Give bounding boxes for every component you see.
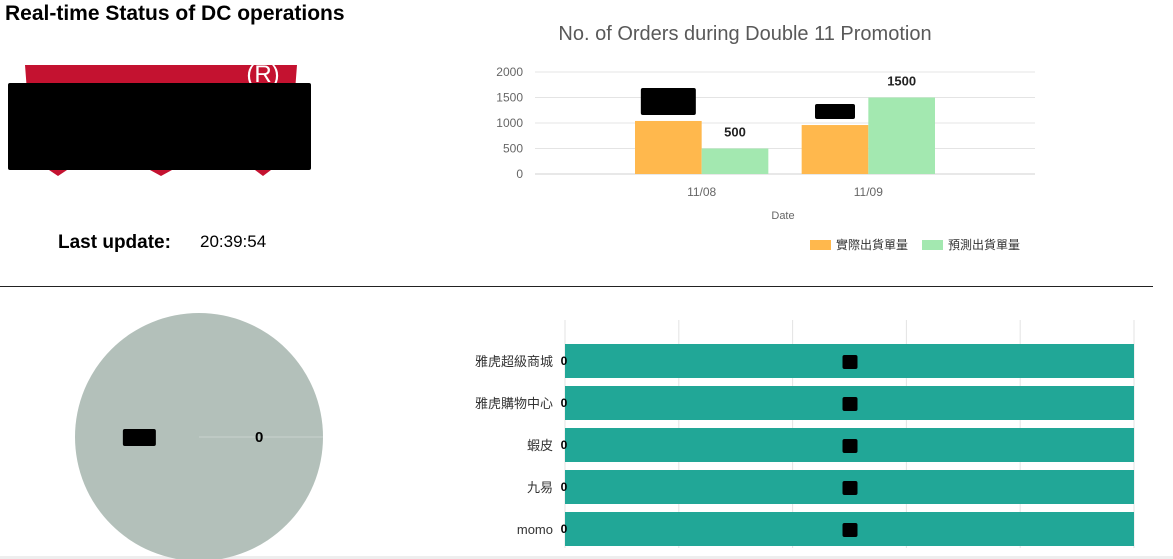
legend-swatch (810, 240, 831, 250)
redacted-bar-label (842, 439, 858, 453)
chart-title: No. of Orders during Double 11 Promotion (558, 23, 931, 45)
y-tick-label: 2000 (496, 65, 523, 79)
redacted-slice-label (122, 429, 156, 446)
y-tick-label: 0 (516, 167, 523, 181)
y-tick-label: 500 (503, 142, 523, 156)
page-title: Real-time Status of DC operations (5, 2, 345, 25)
legend-label: 預測出貨單量 (948, 237, 1020, 252)
pie-slice (75, 313, 323, 559)
bar-value-label: 1500 (887, 74, 916, 89)
redacted-bar-label (815, 104, 855, 120)
y-category-label: 雅虎購物中心 (475, 396, 553, 411)
bar-value-label: 0 (561, 522, 568, 536)
status-pie-chart: 0 (75, 313, 323, 559)
page-bottom-edge (0, 556, 1173, 559)
section-divider (0, 286, 1153, 287)
y-category-label: 九易 (527, 480, 553, 495)
y-tick-label: 1000 (496, 116, 523, 130)
bar (701, 148, 769, 174)
y-category-label: 蝦皮 (527, 438, 553, 453)
bar (635, 120, 702, 174)
legend-item[interactable]: 實際出貨單量 (810, 237, 908, 252)
y-category-label: momo (517, 522, 553, 537)
bar (801, 125, 869, 174)
y-tick-label: 1500 (496, 91, 523, 105)
logo-redaction-box (8, 83, 311, 170)
bar-value-label: 0 (561, 438, 568, 452)
legend-item[interactable]: 預測出貨單量 (922, 237, 1020, 252)
legend-swatch (922, 240, 943, 250)
y-category-label: 雅虎超級商城 (475, 354, 553, 369)
bar (868, 97, 935, 174)
redacted-bar-label (842, 523, 858, 537)
legend-label: 實際出貨單量 (836, 237, 908, 252)
bar-value-label: 500 (724, 125, 746, 140)
redacted-bar-label (842, 397, 858, 411)
bar-value-label: 0 (561, 480, 568, 494)
x-tick-label: 11/09 (854, 185, 883, 199)
pie-slice-label: 0 (255, 429, 263, 446)
bar-value-label: 0 (561, 354, 568, 368)
redacted-bar-label (842, 355, 858, 369)
x-tick-label: 11/08 (687, 185, 716, 199)
redacted-bar-label (842, 481, 858, 495)
redacted-bar-label (640, 87, 696, 115)
last-update-time: 20:39:54 (200, 232, 267, 251)
brand-logo: (R) (8, 61, 311, 176)
bar-value-label: 0 (561, 396, 568, 410)
x-axis-label: Date (771, 210, 794, 222)
orders-bar-chart: No. of Orders during Double 11 Promotion… (496, 23, 1035, 252)
last-update-label: Last update: (58, 232, 171, 253)
